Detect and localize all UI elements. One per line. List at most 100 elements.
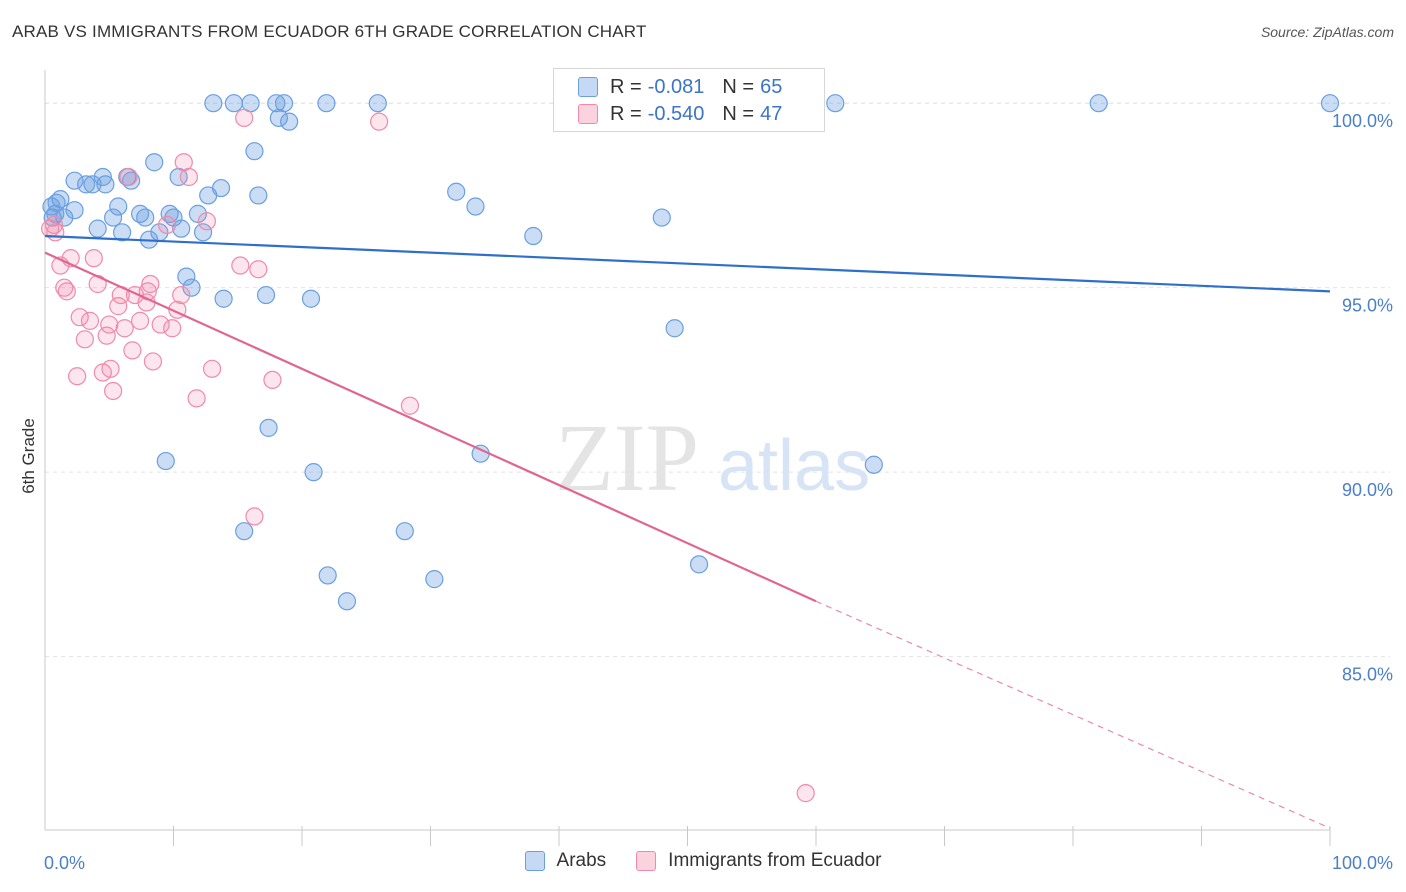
ecuador-point: [172, 285, 191, 305]
arab-point: [77, 175, 96, 194]
arab-point: [304, 463, 323, 482]
arab-point: [145, 153, 164, 172]
ecuador-point: [202, 359, 222, 378]
arab-point: [318, 566, 337, 585]
ecuador-point: [101, 359, 120, 378]
ecuador-point: [70, 308, 89, 327]
ecuador-point: [75, 330, 94, 349]
ecuador-point: [179, 167, 199, 187]
ecuador-point: [68, 367, 87, 386]
series-legend-ecuador[interactable]: Immigrants from Ecuador: [636, 850, 881, 872]
chart-title: ARAB VS IMMIGRANTS FROM ECUADOR 6TH GRAD…: [12, 22, 647, 41]
arab-point: [447, 182, 466, 201]
arab-point: [466, 197, 485, 216]
ecuador-point: [143, 352, 163, 371]
arab-point: [193, 223, 213, 242]
arab-point: [177, 267, 196, 286]
legend-r-value: -0.540: [647, 102, 705, 125]
arab-point: [425, 570, 444, 589]
y-tick-label: 95.0%: [1342, 296, 1393, 316]
ecuador-point: [187, 389, 206, 408]
x-tick-label: 100.0%: [1332, 853, 1393, 873]
series-legend: Arabs Immigrants from Ecuador: [0, 850, 1406, 872]
arab-point: [136, 208, 155, 227]
arab-point: [864, 455, 883, 474]
arab-point: [93, 167, 112, 187]
ecuador-point: [796, 784, 815, 803]
ecuador-point: [197, 212, 217, 231]
legend-row-ecuador: R = -0.540 N = 47: [578, 101, 782, 127]
series-label-ecuador: Immigrants from Ecuador: [668, 850, 882, 871]
grid-lines: [45, 102, 1390, 658]
ecuador-point: [115, 319, 134, 338]
arab-point: [204, 94, 223, 113]
series-swatch-ecuador: [636, 851, 657, 871]
ecuador-point: [57, 282, 76, 301]
ecuador-point: [44, 215, 64, 235]
arab-point: [395, 522, 414, 541]
y-axis-label: 6th Grade: [19, 418, 38, 494]
points: [41, 94, 1340, 803]
ecuador-point: [249, 260, 268, 279]
arab-point: [280, 112, 299, 131]
ecuador-point: [100, 315, 119, 334]
series-swatch-arabs: [524, 851, 545, 871]
arab-point: [235, 522, 254, 541]
arab-point: [51, 190, 70, 209]
ecuador-point: [263, 370, 282, 390]
arab-point: [65, 201, 84, 220]
ecuador-point: [119, 167, 138, 187]
ecuador-point: [400, 396, 420, 415]
arab-point: [245, 142, 264, 161]
watermark-atlas: atlas: [718, 426, 870, 506]
arab-point: [83, 175, 102, 194]
arab-point: [259, 418, 278, 437]
ecuador-point: [97, 326, 116, 345]
ecuador-point: [109, 297, 128, 316]
legend-n-value: 65: [760, 75, 783, 98]
ecuador-point: [157, 215, 177, 235]
ecuador-point: [123, 341, 142, 360]
axes: 100.0% 95.0% 90.0% 85.0% 0.0% 100.0%: [44, 70, 1393, 873]
ecuador-point: [163, 319, 182, 338]
arab-point: [1320, 94, 1340, 113]
arab-point: [267, 94, 286, 113]
arab-point: [109, 197, 128, 216]
source-label: Source: ZipAtlas.com: [1260, 24, 1394, 40]
legend-r-label: R =: [610, 102, 642, 125]
arab-point: [665, 319, 684, 338]
arab-point: [214, 289, 233, 308]
legend-n-value: 47: [760, 102, 783, 125]
legend-r-value: -0.081: [647, 75, 705, 98]
arab-point: [1089, 94, 1108, 113]
arab-point: [524, 226, 543, 246]
legend-n-label: N =: [722, 102, 755, 125]
arab-point: [368, 94, 387, 113]
legend-n-label: N =: [722, 75, 755, 98]
arab-point: [301, 289, 321, 308]
ecuador-point: [231, 256, 250, 275]
ecuador-point: [46, 223, 65, 242]
arab-point: [112, 223, 132, 242]
legend-swatch-arabs: [578, 77, 598, 97]
x-tick-label: 0.0%: [44, 853, 85, 873]
ecuador-point: [245, 507, 264, 526]
arab-point: [172, 219, 191, 238]
arab-point: [55, 208, 74, 227]
ecuador-point: [130, 311, 150, 330]
y-tick-label: 90.0%: [1342, 480, 1393, 500]
arab-point: [652, 208, 671, 227]
y-tick-label: 100.0%: [1332, 111, 1393, 131]
ecuador-point: [370, 112, 389, 131]
arab-point: [256, 285, 276, 305]
ecuador-point: [141, 274, 160, 294]
series-legend-arabs[interactable]: Arabs: [524, 850, 607, 872]
series-label-arabs: Arabs: [556, 850, 607, 871]
correlation-legend: R = -0.081 N = 65 R = -0.540 N = 47: [553, 68, 825, 132]
arab-point: [317, 94, 336, 113]
trend-lines: [44, 234, 1331, 829]
arab-point: [689, 555, 709, 574]
legend-swatch-ecuador: [578, 104, 598, 124]
arab-point: [224, 94, 243, 113]
